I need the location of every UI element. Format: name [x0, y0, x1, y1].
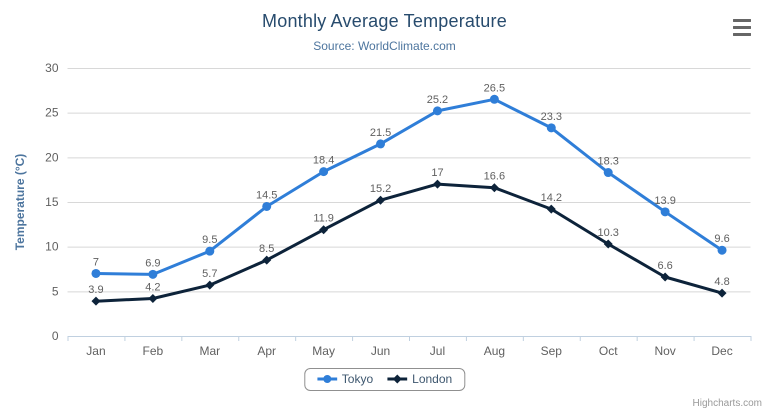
data-label-london: 15.2	[370, 183, 391, 195]
data-label-tokyo: 18.3	[597, 156, 618, 168]
x-axis-label: Feb	[143, 344, 164, 358]
data-point-marker-london[interactable]	[262, 255, 272, 265]
data-point-marker-london[interactable]	[205, 280, 215, 290]
data-label-tokyo: 9.5	[202, 234, 217, 246]
x-axis-label: Jun	[371, 344, 390, 358]
data-label-london: 4.2	[145, 281, 160, 293]
data-point-marker-london[interactable]	[603, 239, 613, 249]
data-label-tokyo: 6.9	[145, 257, 160, 269]
series-line-tokyo	[94, 97, 724, 276]
x-axis-label: Mar	[199, 344, 220, 358]
data-label-london: 6.6	[657, 260, 672, 272]
data-label-tokyo: 9.6	[714, 233, 729, 245]
data-point-marker-tokyo[interactable]	[432, 106, 442, 116]
data-point-marker-london[interactable]	[489, 183, 499, 193]
data-label-london: 14.2	[541, 192, 562, 204]
data-point-marker-tokyo[interactable]	[91, 268, 101, 278]
data-point-marker-london[interactable]	[148, 293, 158, 303]
y-axis-title: Temperature (°C)	[13, 154, 27, 251]
data-label-tokyo: 7	[93, 256, 99, 268]
hamburger-icon-bar	[733, 26, 751, 29]
x-axis-label: Nov	[654, 344, 675, 358]
data-label-tokyo: 18.4	[313, 155, 334, 167]
x-axis-label: Jul	[430, 344, 445, 358]
data-label-london: 11.9	[313, 213, 334, 225]
data-point-marker-london[interactable]	[432, 179, 442, 189]
data-point-marker-tokyo[interactable]	[717, 245, 727, 255]
data-point-marker-london[interactable]	[91, 296, 101, 306]
x-axis-label: Apr	[257, 344, 276, 358]
data-point-marker-london[interactable]	[660, 272, 670, 282]
x-axis-label: May	[312, 344, 335, 358]
legend-item-london[interactable]: London	[387, 372, 452, 386]
data-label-london: 3.9	[88, 284, 103, 296]
x-axis-label: Oct	[599, 344, 618, 358]
x-axis-label: Aug	[484, 344, 505, 358]
y-axis-tick-label: 15	[45, 195, 59, 209]
data-point-marker-london[interactable]	[717, 288, 727, 298]
data-label-tokyo: 21.5	[370, 127, 391, 139]
data-point-marker-tokyo[interactable]	[603, 168, 613, 178]
legend-item-tokyo[interactable]: Tokyo	[316, 372, 374, 386]
legend: Tokyo London	[303, 368, 466, 391]
data-point-marker-tokyo[interactable]	[376, 139, 386, 149]
data-label-london: 8.5	[259, 243, 274, 255]
y-axis-tick-label: 0	[52, 329, 59, 343]
data-label-london: 4.8	[714, 276, 729, 288]
data-point-marker-tokyo[interactable]	[489, 94, 499, 104]
legend-label-tokyo: Tokyo	[341, 372, 374, 386]
data-point-marker-london[interactable]	[546, 204, 556, 214]
data-label-tokyo: 25.2	[427, 94, 448, 106]
y-axis-tick-label: 10	[45, 240, 59, 254]
data-label-tokyo: 26.5	[484, 82, 505, 94]
data-label-london: 5.7	[202, 268, 217, 280]
highcharts-credits-link[interactable]: Highcharts.com	[692, 398, 762, 409]
london-line-diamond-marker-icon	[387, 374, 408, 384]
data-point-marker-tokyo[interactable]	[205, 246, 215, 256]
y-axis-tick-label: 30	[45, 61, 59, 75]
x-axis-label: Sep	[541, 344, 563, 358]
data-point-marker-tokyo[interactable]	[319, 167, 329, 177]
tokyo-line-circle-marker-icon	[316, 375, 337, 383]
data-point-marker-tokyo[interactable]	[546, 123, 556, 133]
data-point-marker-tokyo[interactable]	[262, 201, 272, 211]
series-line-london	[94, 182, 724, 303]
x-axis-label: Dec	[711, 344, 732, 358]
data-label-london: 16.6	[484, 171, 505, 183]
legend-label-london: London	[412, 372, 453, 386]
data-point-marker-london[interactable]	[319, 225, 329, 235]
hamburger-icon-bar	[733, 19, 751, 22]
data-label-tokyo: 14.5	[256, 189, 277, 201]
data-point-marker-tokyo[interactable]	[148, 269, 158, 279]
data-label-tokyo: 23.3	[541, 111, 562, 123]
data-label-london: 10.3	[597, 227, 618, 239]
y-axis-tick-label: 25	[45, 106, 59, 120]
data-label-london: 17	[431, 167, 443, 179]
data-point-marker-tokyo[interactable]	[660, 207, 670, 217]
chart-context-menu-button[interactable]	[731, 17, 753, 38]
data-point-marker-london[interactable]	[376, 195, 386, 205]
y-axis-tick-label: 5	[52, 284, 59, 298]
chart-subtitle: Source: WorldClimate.com	[313, 39, 456, 53]
x-axis-label: Jan	[86, 344, 105, 358]
chart-title: Monthly Average Temperature	[262, 11, 507, 31]
data-label-tokyo: 13.9	[654, 195, 675, 207]
y-axis-tick-label: 20	[45, 150, 59, 164]
hamburger-icon-bar	[733, 33, 751, 36]
